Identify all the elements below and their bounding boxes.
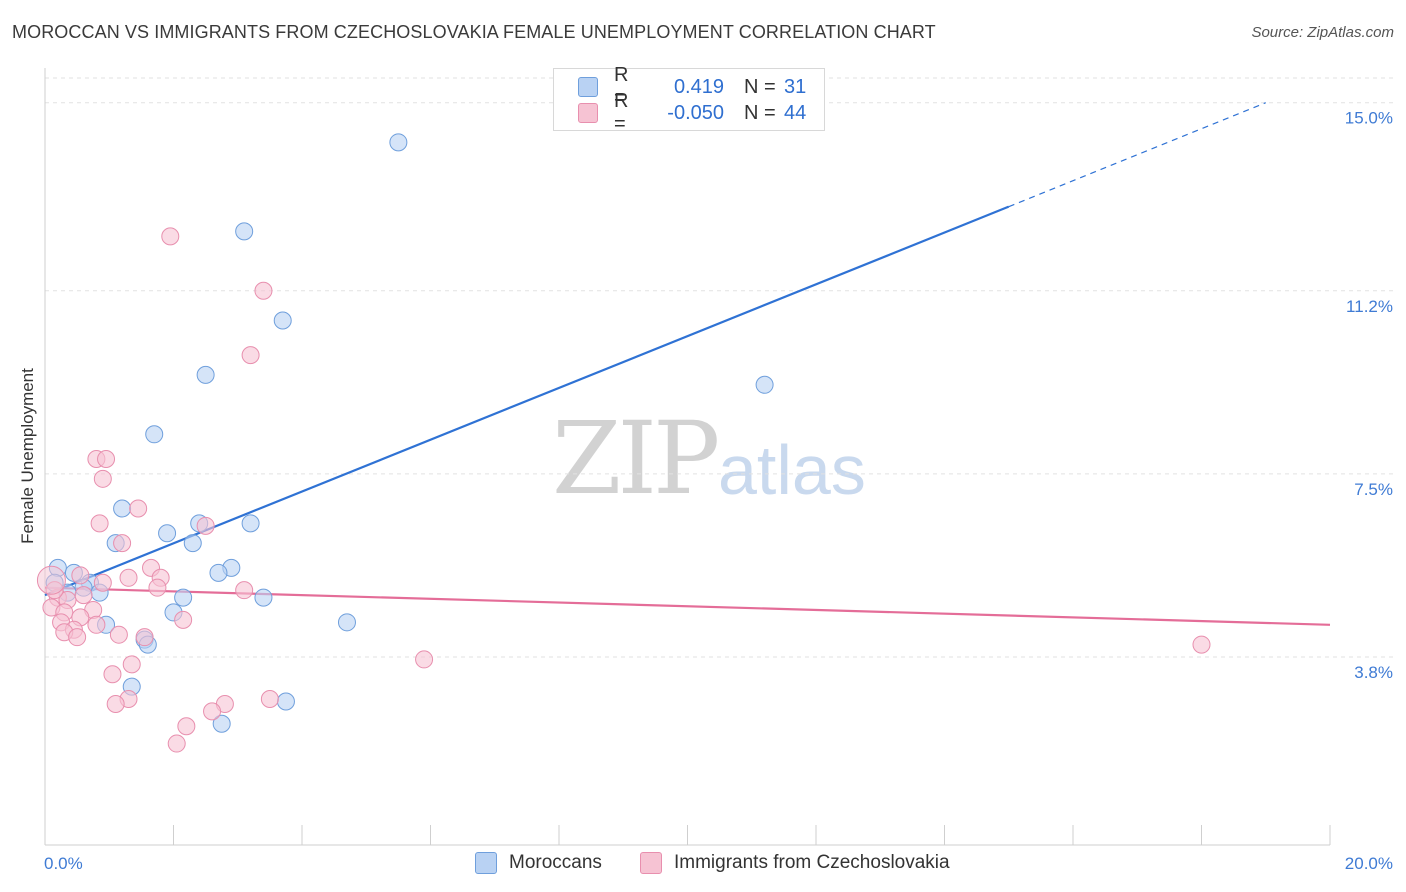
czech-point bbox=[109, 625, 128, 644]
legend-item-czechoslovakia[interactable]: Immigrants from Czechoslovakia bbox=[640, 852, 950, 874]
moroccan-point bbox=[276, 692, 295, 711]
czech-point bbox=[167, 734, 186, 753]
n-label: N = bbox=[744, 101, 776, 124]
czech-point bbox=[87, 615, 106, 634]
legend-row-moroccans: R = 0.419 N = 31 bbox=[578, 64, 807, 109]
r-label: R = bbox=[614, 90, 629, 135]
grid-lines bbox=[45, 77, 1395, 658]
czech-point bbox=[148, 578, 167, 597]
trend-lines bbox=[44, 102, 1331, 626]
moroccan-point bbox=[755, 375, 774, 394]
pink-swatch bbox=[578, 103, 598, 123]
czech-point bbox=[1192, 635, 1211, 654]
czech-point bbox=[203, 702, 222, 721]
moroccan-trend-extension bbox=[1008, 102, 1266, 208]
czech-point bbox=[235, 581, 254, 600]
blue-swatch bbox=[475, 852, 497, 874]
moroccan-point bbox=[174, 588, 193, 607]
moroccan-point bbox=[209, 563, 228, 582]
czech-point bbox=[93, 469, 112, 488]
czech-point bbox=[36, 565, 66, 595]
czech-point bbox=[90, 514, 109, 533]
y-axis-label: Female Unemployment bbox=[18, 368, 37, 544]
czech-point bbox=[103, 665, 122, 684]
moroccan-point bbox=[337, 613, 356, 632]
n-label: N = bbox=[744, 75, 776, 98]
moroccan-point bbox=[273, 311, 292, 330]
czech-point bbox=[129, 499, 148, 518]
moroccan-point bbox=[158, 524, 177, 543]
czech-point bbox=[254, 281, 273, 300]
czech-point bbox=[135, 628, 154, 647]
moroccan-point bbox=[241, 514, 260, 533]
czech-point bbox=[68, 628, 87, 647]
czech-point bbox=[196, 516, 215, 535]
moroccan-point bbox=[212, 714, 231, 733]
moroccan-point bbox=[389, 133, 408, 152]
pink-swatch bbox=[640, 852, 662, 874]
moroccan-point bbox=[183, 534, 202, 553]
czech-point bbox=[177, 717, 196, 736]
y-tick-label: 11.2% bbox=[1346, 297, 1393, 316]
moroccan-point bbox=[196, 365, 215, 384]
watermark-zip: ZIP bbox=[552, 400, 720, 517]
czech-point bbox=[71, 566, 90, 585]
correlation-legend: R = 0.419 N = 31 R = -0.050 N = 44 bbox=[553, 64, 825, 135]
r-value: -0.050 bbox=[667, 101, 724, 124]
czech-point bbox=[97, 450, 116, 469]
czech-point bbox=[241, 346, 260, 365]
r-label: R = bbox=[614, 64, 629, 109]
watermark-atlas: atlas bbox=[718, 431, 866, 509]
y-tick-label: 3.8% bbox=[1354, 663, 1393, 682]
n-value: 44 bbox=[784, 101, 807, 124]
czech-point bbox=[415, 650, 434, 669]
czech-point bbox=[119, 568, 138, 587]
moroccan-point bbox=[254, 588, 273, 607]
moroccan-point bbox=[113, 499, 132, 518]
x-tick-label: 0.0% bbox=[44, 854, 83, 873]
czech-point bbox=[260, 690, 279, 709]
x-tick-label: 20.0% bbox=[1345, 854, 1393, 873]
moroccan-point bbox=[145, 425, 164, 444]
czech-point bbox=[93, 573, 112, 592]
czech-point bbox=[106, 694, 125, 713]
legend-row-czechoslovakia: R = -0.050 N = 44 bbox=[578, 90, 807, 135]
czech-point bbox=[74, 586, 93, 605]
czech-point bbox=[113, 534, 132, 553]
czech-point bbox=[174, 610, 193, 629]
y-tick-label: 7.5% bbox=[1354, 480, 1393, 499]
czech-point bbox=[161, 227, 180, 246]
moroccan-point bbox=[235, 222, 254, 241]
legend-item-moroccans[interactable]: Moroccans bbox=[475, 852, 602, 874]
series-legend: Moroccans Immigrants from Czechoslovakia bbox=[0, 852, 1406, 876]
y-tick-label: 15.0% bbox=[1345, 109, 1393, 128]
n-value: 31 bbox=[784, 75, 807, 98]
chart-title: MOROCCAN VS IMMIGRANTS FROM CZECHOSLOVAK… bbox=[12, 22, 936, 42]
axis-labels: 3.8% 7.5% 11.2% 15.0% 0.0% 20.0% Female Unempl… bbox=[18, 109, 1393, 873]
data-points bbox=[36, 133, 1211, 753]
czech-point bbox=[122, 655, 141, 674]
blue-swatch bbox=[578, 77, 598, 97]
legend-label: Moroccans bbox=[509, 852, 602, 873]
r-value: 0.419 bbox=[673, 75, 724, 98]
axes bbox=[44, 68, 1331, 846]
source-label: Source: ZipAtlas.com bbox=[1251, 24, 1394, 41]
legend-label: Immigrants from Czechoslovakia bbox=[674, 852, 950, 873]
